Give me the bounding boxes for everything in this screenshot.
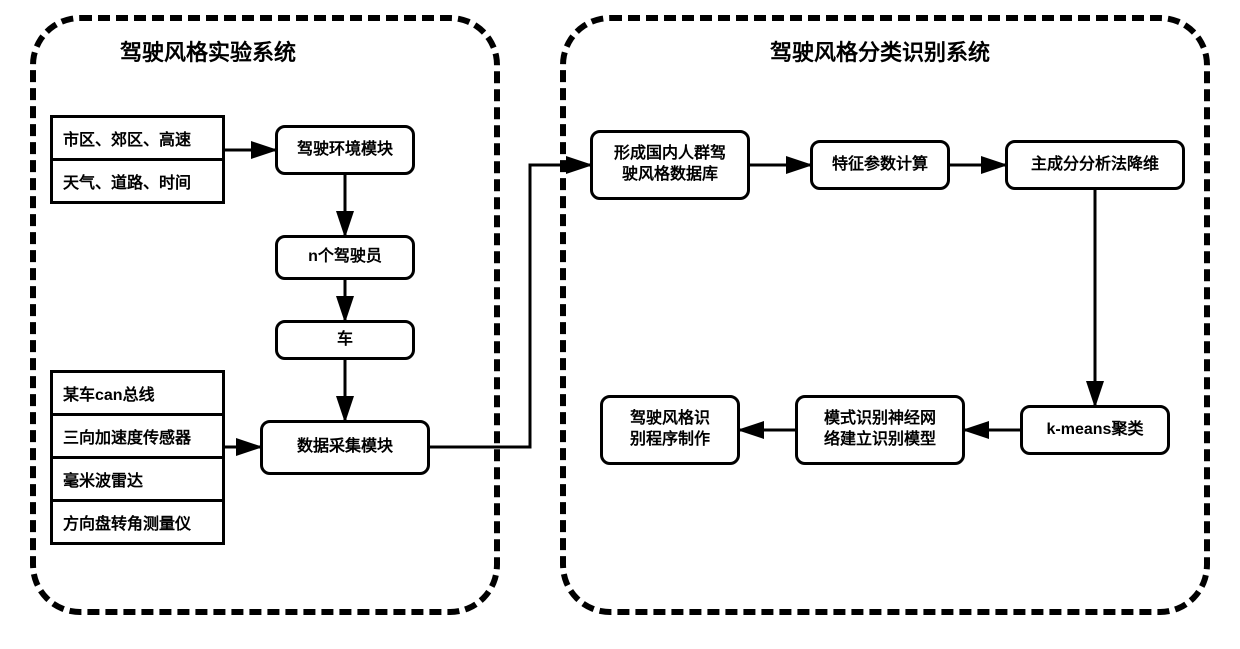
node-nn: 模式识别神经网络建立识别模型 [795, 395, 965, 465]
list-cell: 某车can总线 [53, 373, 222, 416]
list-cell: 方向盘转角测量仪 [53, 502, 222, 542]
node-db: 形成国内人群驾驶风格数据库 [590, 130, 750, 200]
list-cell: 三向加速度传感器 [53, 416, 222, 459]
sensor-inputs-list: 某车can总线三向加速度传感器毫米波雷达方向盘转角测量仪 [50, 370, 225, 545]
node-data-collect: 数据采集模块 [260, 420, 430, 475]
node-car: 车 [275, 320, 415, 360]
panel-left-title: 驾驶风格实验系统 [120, 35, 296, 67]
panel-right [560, 15, 1210, 615]
node-feature: 特征参数计算 [810, 140, 950, 190]
node-program: 驾驶风格识别程序制作 [600, 395, 740, 465]
panel-right-title: 驾驶风格分类识别系统 [770, 35, 990, 67]
node-drivers: n个驾驶员 [275, 235, 415, 280]
list-cell: 毫米波雷达 [53, 459, 222, 502]
list-cell: 天气、道路、时间 [53, 161, 222, 201]
env-inputs-list: 市区、郊区、高速天气、道路、时间 [50, 115, 225, 204]
node-kmeans: k-means聚类 [1020, 405, 1170, 455]
node-pca: 主成分分析法降维 [1005, 140, 1185, 190]
list-cell: 市区、郊区、高速 [53, 118, 222, 161]
node-env-module: 驾驶环境模块 [275, 125, 415, 175]
